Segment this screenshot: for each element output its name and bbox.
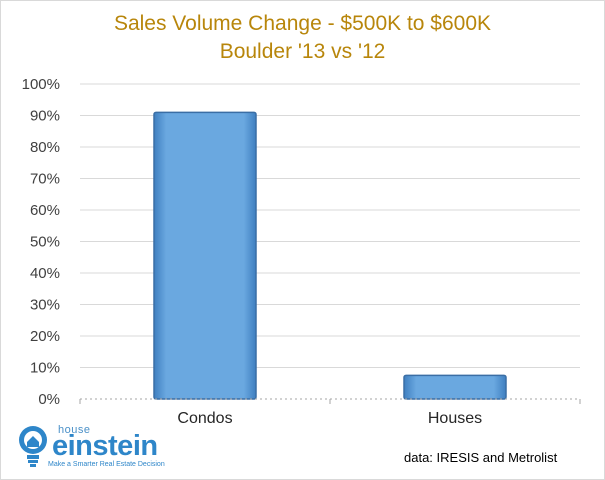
y-tick-label: 0% — [38, 391, 60, 408]
y-tick-label: 100% — [22, 76, 60, 93]
chart-subtitle: Boulder '13 vs '12 — [219, 40, 386, 63]
y-tick-label: 90% — [30, 108, 60, 125]
y-tick-label: 10% — [30, 360, 60, 377]
data-source-note: data: IRESIS and Metrolist — [404, 450, 558, 465]
bar-condos — [153, 111, 257, 400]
x-axis: Condos Houses — [79, 398, 581, 427]
logo-einstein-text: einstein — [52, 430, 158, 462]
x-tick-label: Condos — [177, 410, 232, 427]
chart-title-block: Sales Volume Change - $500K to $600K Bou… — [0, 10, 605, 66]
bar-houses — [403, 374, 507, 400]
chart-title: Sales Volume Change - $500K to $600K — [113, 12, 492, 35]
logo-house-text: house — [58, 424, 91, 436]
lightbulb-icon — [19, 426, 47, 467]
house-einstein-logo: house einstein Make a Smarter Real Estat… — [16, 424, 166, 472]
y-tick-label: 60% — [30, 202, 60, 219]
y-axis: 0% 10% 20% 30% 40% 50% 60% 70% 80% 90% 100% — [22, 76, 60, 408]
y-tick-label: 70% — [30, 171, 60, 188]
logo-tagline: Make a Smarter Real Estate Decision — [48, 461, 165, 468]
y-tick-label: 20% — [30, 328, 60, 345]
y-tick-label: 40% — [30, 265, 60, 282]
y-tick-label: 80% — [30, 139, 60, 156]
x-tick-label: Houses — [428, 410, 482, 427]
y-tick-label: 50% — [30, 234, 60, 251]
bars — [153, 111, 507, 400]
y-tick-label: 30% — [30, 297, 60, 314]
